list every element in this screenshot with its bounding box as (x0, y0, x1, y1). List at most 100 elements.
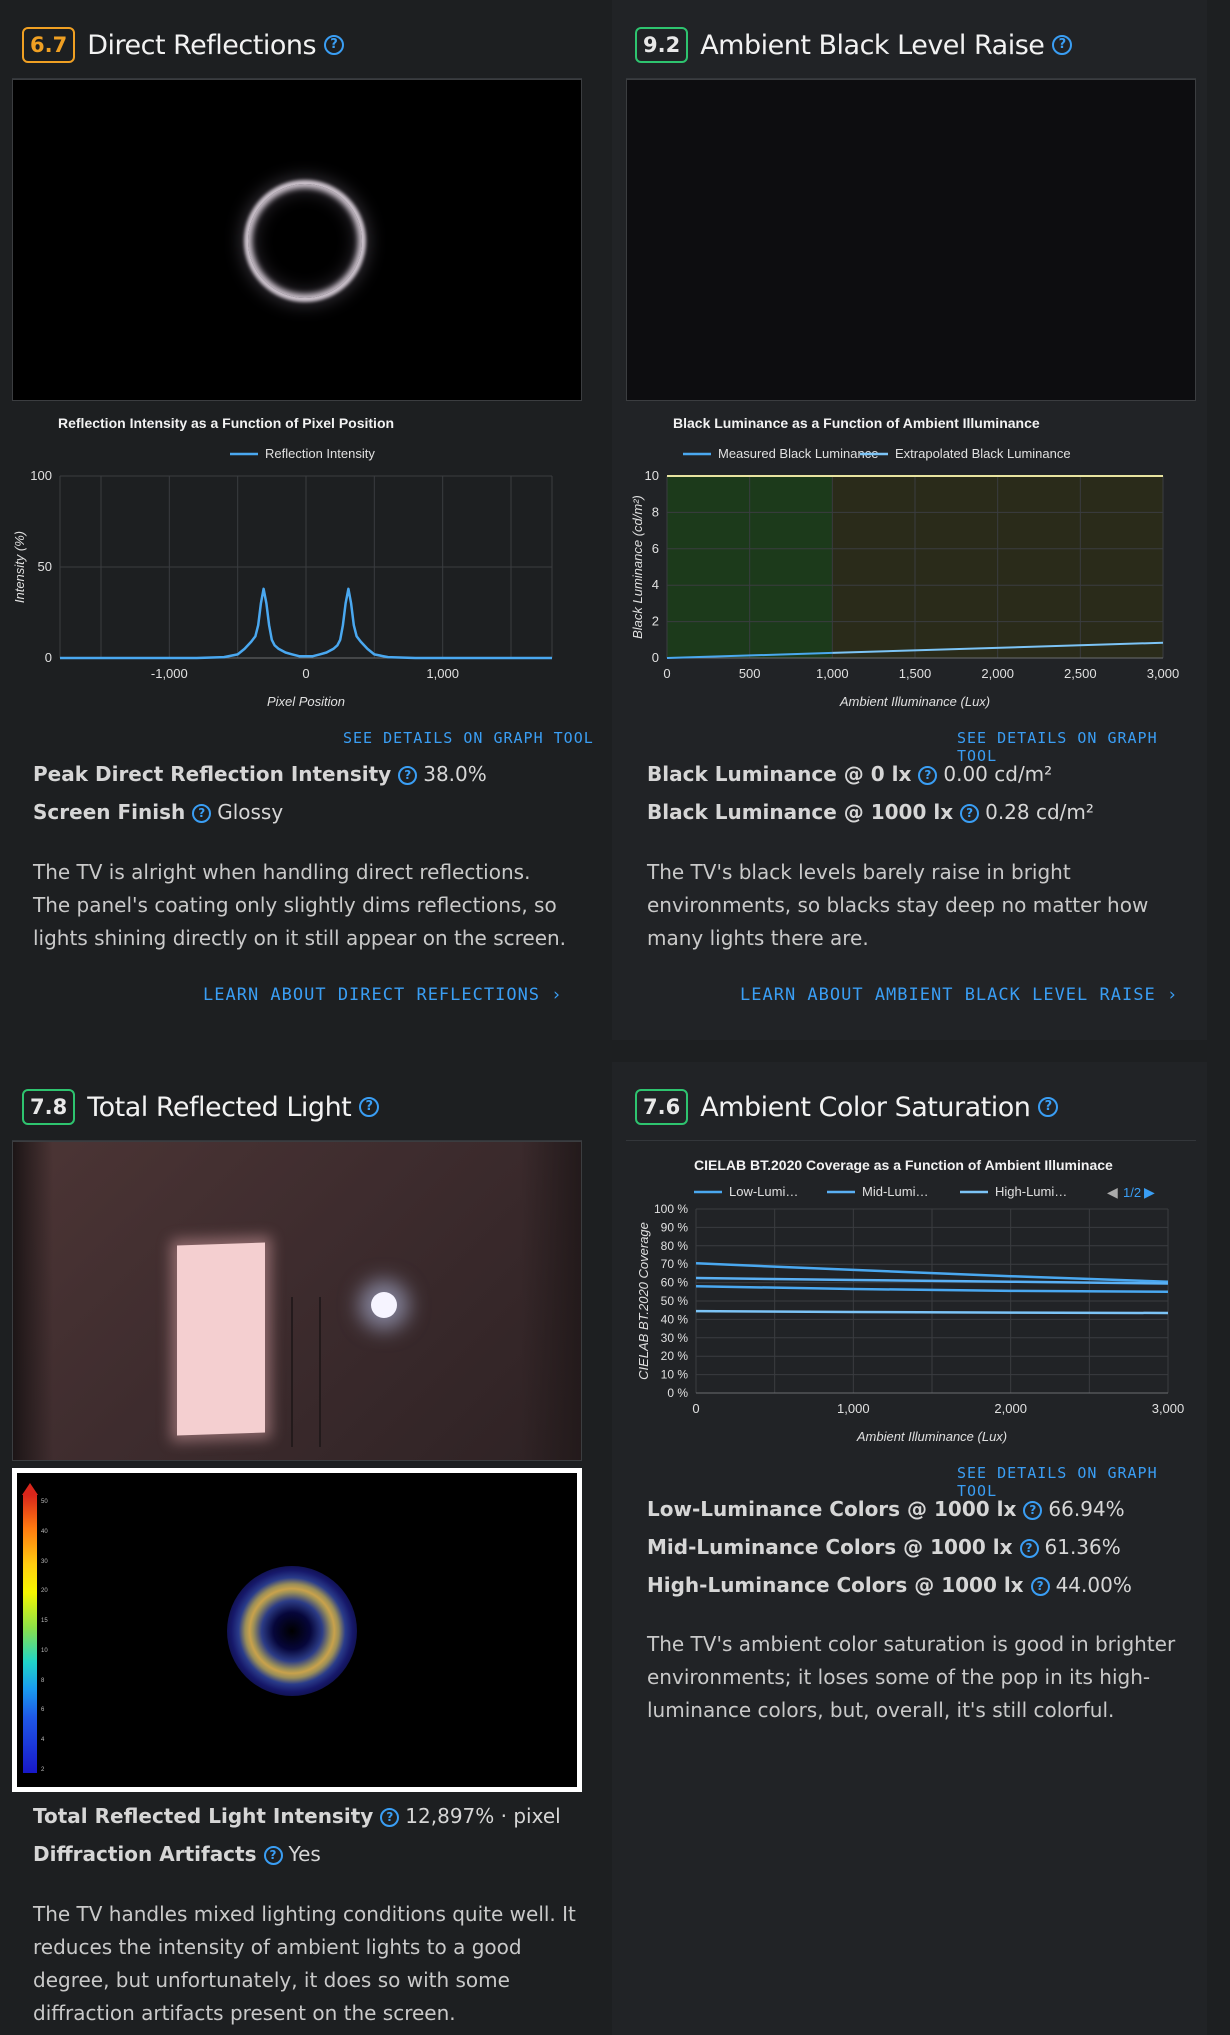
metric-value: 0.28 cd/m² (985, 800, 1094, 824)
black-luminance-chart[interactable]: Black Luminance as a Function of Ambient… (626, 410, 1196, 720)
room-dark-edge (13, 1142, 53, 1460)
chart-title: CIELAB BT.2020 Coverage as a Function of… (694, 1157, 1113, 1173)
y-tick-label: 10 (645, 468, 659, 483)
reflection-ring-image (248, 184, 362, 298)
chart-title: Reflection Intensity as a Function of Pi… (58, 415, 394, 431)
learn-more-label: LEARN ABOUT AMBIENT BLACK LEVEL RAISE (740, 985, 1156, 1005)
learn-more-label: LEARN ABOUT DIRECT REFLECTIONS (203, 985, 541, 1005)
scale-tick-label: 6 (41, 1707, 45, 1714)
x-tick-label: 1,000 (426, 666, 459, 681)
ambient-color-section: 7.6 Ambient Color Saturation ? CIELAB BT… (612, 1062, 1207, 2035)
y-tick-label: 50 % (661, 1294, 689, 1308)
section-description: The TV is alright when handling direct r… (33, 860, 567, 950)
legend-label: Mid-Lumi… (862, 1184, 928, 1199)
scale-tick-label: 2 (41, 1767, 45, 1773)
help-icon[interactable]: ? (192, 804, 212, 823)
y-tick-label: 4 (652, 577, 659, 592)
metric-high-luminance: High-Luminance Colors @ 1000 lx? 44.00% (647, 1573, 1132, 1597)
metric-label: Black Luminance @ 0 lx (647, 762, 912, 786)
x-axis-label: Ambient Illuminance (Lux) (856, 1429, 1007, 1444)
y-tick-label: 30 % (661, 1331, 689, 1345)
chevron-right-icon: › (551, 985, 563, 1005)
score-badge: 9.2 (635, 27, 689, 63)
metric-label: Black Luminance @ 1000 lx (647, 800, 954, 824)
graph-tool-link[interactable]: SEE DETAILS ON GRAPH TOOL (343, 729, 594, 747)
y-axis-label: Black Luminance (cd/m²) (630, 495, 645, 639)
section-description: The TV's ambient color saturation is goo… (647, 1632, 1176, 1722)
help-icon[interactable]: ? (1052, 35, 1073, 55)
room-lighting-photo[interactable] (12, 1141, 582, 1461)
reflection-photo[interactable] (12, 79, 582, 401)
series-line (695, 1262, 1169, 1283)
heatmap-image-frame[interactable]: 50 40 30 20 15 10 8 6 4 2 (12, 1468, 582, 1792)
help-icon[interactable]: ? (1030, 1577, 1050, 1596)
legend-label: High-Lumi… (995, 1184, 1067, 1199)
metric-label: Total Reflected Light Intensity (33, 1804, 374, 1828)
scale-tick-label: 50 (41, 1499, 48, 1505)
tripod-image (291, 1297, 321, 1447)
help-icon[interactable]: ? (263, 1846, 283, 1865)
legend-prev-icon[interactable]: ◀ (1107, 1184, 1118, 1200)
legend-page: 1/2 (1123, 1185, 1141, 1200)
y-tick-label: 100 (30, 468, 52, 483)
chevron-right-icon: › (1166, 985, 1179, 1005)
help-icon[interactable]: ? (1023, 1501, 1043, 1520)
metric-low-luminance: Low-Luminance Colors @ 1000 lx? 66.94% (647, 1497, 1125, 1521)
help-icon[interactable]: ? (960, 804, 980, 823)
section-title: Ambient Color Saturation (700, 1091, 1031, 1123)
direct-reflections-section: 6.7 Direct Reflections ? Reflection Inte… (0, 0, 595, 1040)
scale-tick-label: 10 (41, 1647, 48, 1654)
metric-value: Glossy (217, 800, 284, 824)
help-icon[interactable]: ? (1038, 1097, 1059, 1117)
help-icon[interactable]: ? (324, 35, 345, 55)
y-tick-label: 40 % (661, 1312, 689, 1326)
legend-next-icon[interactable]: ▶ (1144, 1184, 1155, 1200)
y-tick-label: 0 % (667, 1386, 688, 1400)
graph-tool-link[interactable]: SEE DETAILS ON GRAPH TOOL (957, 729, 1158, 765)
y-tick-label: 6 (652, 541, 659, 556)
y-tick-label: 80 % (661, 1239, 689, 1253)
section-description: The TV's black levels barely raise in br… (647, 860, 1149, 950)
y-tick-label: 90 % (661, 1220, 689, 1234)
scale-tick-label: 40 (41, 1528, 48, 1535)
x-tick-label: 0 (302, 666, 309, 681)
y-axis-label: CIELAB BT.2020 Coverage (636, 1222, 651, 1380)
divider (12, 78, 582, 79)
metric-black-1000lx: Black Luminance @ 1000 lx? 0.28 cd/m² (647, 800, 1094, 824)
y-tick-label: 0 (45, 650, 52, 665)
score-badge: 7.6 (635, 1089, 689, 1125)
y-tick-label: 20 % (661, 1349, 689, 1363)
y-axis-label: Intensity (%) (12, 531, 27, 603)
light-panel-image (177, 1242, 265, 1436)
scale-tick-label: 30 (41, 1558, 48, 1565)
metric-value: 38.0% (423, 762, 487, 786)
divider (12, 1140, 582, 1141)
y-tick-label: 70 % (661, 1257, 689, 1271)
help-icon[interactable]: ? (398, 766, 418, 785)
metric-value: 12,897% · pixel (405, 1804, 561, 1828)
learn-more-link[interactable]: LEARN ABOUT AMBIENT BLACK LEVEL RAISE › (740, 985, 1178, 1005)
x-tick-label: -1,000 (151, 666, 188, 681)
legend-label: Extrapolated Black Luminance (895, 446, 1071, 461)
learn-more-link[interactable]: LEARN ABOUT DIRECT REFLECTIONS › (203, 985, 563, 1005)
section-title: Ambient Black Level Raise (700, 29, 1045, 61)
color-coverage-chart[interactable]: CIELAB BT.2020 Coverage as a Function of… (626, 1146, 1196, 1536)
help-icon[interactable]: ? (1019, 1539, 1039, 1558)
scale-tick-label: 20 (41, 1588, 48, 1595)
series-line (832, 641, 1164, 654)
section-title: Direct Reflections (87, 29, 317, 61)
help-icon[interactable]: ? (359, 1097, 380, 1117)
graph-tool-link[interactable]: SEE DETAILS ON GRAPH TOOL (957, 1464, 1158, 1500)
legend-label: Reflection Intensity (265, 446, 375, 461)
y-tick-label: 50 (38, 559, 52, 574)
help-icon[interactable]: ? (918, 766, 938, 785)
black-level-photo[interactable] (626, 79, 1196, 401)
x-tick-label: 1,000 (816, 666, 849, 681)
help-icon[interactable]: ? (380, 1808, 400, 1827)
metric-mid-luminance: Mid-Luminance Colors @ 1000 lx? 61.36% (647, 1535, 1121, 1559)
reflection-chart[interactable]: Reflection Intensity as a Function of Pi… (12, 410, 582, 720)
metric-label: Mid-Luminance Colors @ 1000 lx (647, 1535, 1013, 1559)
heatmap-ring-image (227, 1566, 357, 1696)
x-tick-label: 3,000 (1147, 666, 1180, 681)
series-line (60, 587, 552, 660)
